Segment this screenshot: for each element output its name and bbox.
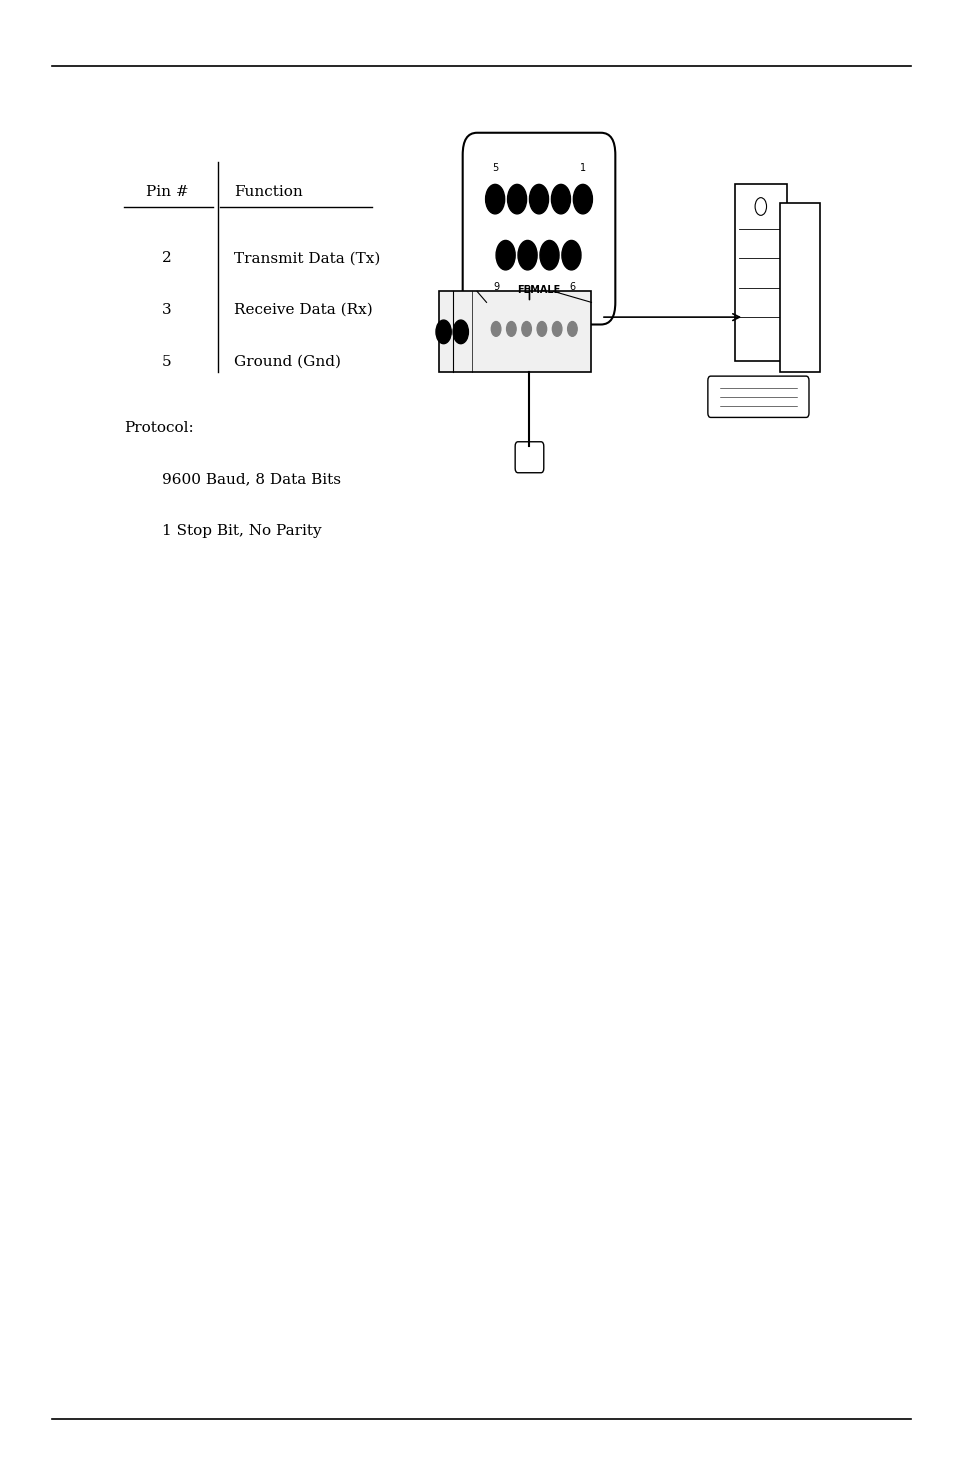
Text: 3: 3 <box>162 304 172 317</box>
Bar <box>734 184 786 361</box>
Circle shape <box>561 240 580 270</box>
FancyBboxPatch shape <box>438 291 591 372</box>
Text: 1 Stop Bit, No Parity: 1 Stop Bit, No Parity <box>162 525 321 538</box>
Text: Receive Data (Rx): Receive Data (Rx) <box>233 304 372 317</box>
Text: 6: 6 <box>569 282 575 292</box>
Circle shape <box>551 184 570 214</box>
Text: Pin #: Pin # <box>146 186 188 199</box>
Circle shape <box>453 320 468 344</box>
Circle shape <box>567 322 577 336</box>
Text: Protocol:: Protocol: <box>124 422 193 435</box>
Circle shape <box>485 184 504 214</box>
Circle shape <box>539 240 558 270</box>
Circle shape <box>436 320 451 344</box>
Circle shape <box>537 322 546 336</box>
Circle shape <box>506 322 516 336</box>
Text: 9: 9 <box>493 282 498 292</box>
FancyBboxPatch shape <box>707 376 808 417</box>
Text: 9600 Baud, 8 Data Bits: 9600 Baud, 8 Data Bits <box>162 473 341 487</box>
Text: 1: 1 <box>579 162 585 173</box>
Text: 5: 5 <box>162 355 172 369</box>
Text: 5: 5 <box>492 162 497 173</box>
Text: Ground (Gnd): Ground (Gnd) <box>233 355 340 369</box>
Circle shape <box>552 322 561 336</box>
Circle shape <box>529 184 548 214</box>
Text: Function: Function <box>233 186 302 199</box>
FancyBboxPatch shape <box>462 133 615 324</box>
Text: 2: 2 <box>162 252 172 266</box>
Circle shape <box>491 322 500 336</box>
Circle shape <box>507 184 526 214</box>
Text: FEMALE: FEMALE <box>517 285 560 295</box>
Bar <box>780 202 820 372</box>
FancyBboxPatch shape <box>515 442 543 472</box>
Circle shape <box>521 322 531 336</box>
Text: Transmit Data (Tx): Transmit Data (Tx) <box>233 252 379 266</box>
Circle shape <box>496 240 515 270</box>
Circle shape <box>517 240 537 270</box>
Circle shape <box>573 184 592 214</box>
